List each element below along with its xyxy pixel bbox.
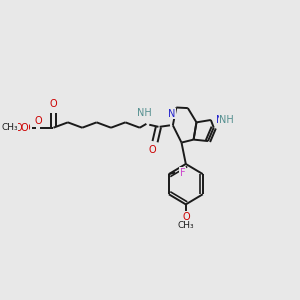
Text: O: O	[14, 123, 22, 133]
Text: O: O	[23, 123, 31, 133]
Text: O: O	[34, 116, 42, 126]
Text: CH₃: CH₃	[1, 123, 18, 132]
Text: NH: NH	[137, 108, 152, 118]
Text: O: O	[182, 212, 190, 222]
Text: O: O	[148, 145, 156, 155]
Text: N: N	[216, 115, 224, 125]
Text: CH₃: CH₃	[178, 221, 194, 230]
Text: NH: NH	[220, 115, 234, 125]
Text: O: O	[21, 123, 28, 133]
Text: O: O	[50, 99, 57, 109]
Text: N: N	[168, 109, 175, 119]
Text: F: F	[180, 168, 185, 178]
